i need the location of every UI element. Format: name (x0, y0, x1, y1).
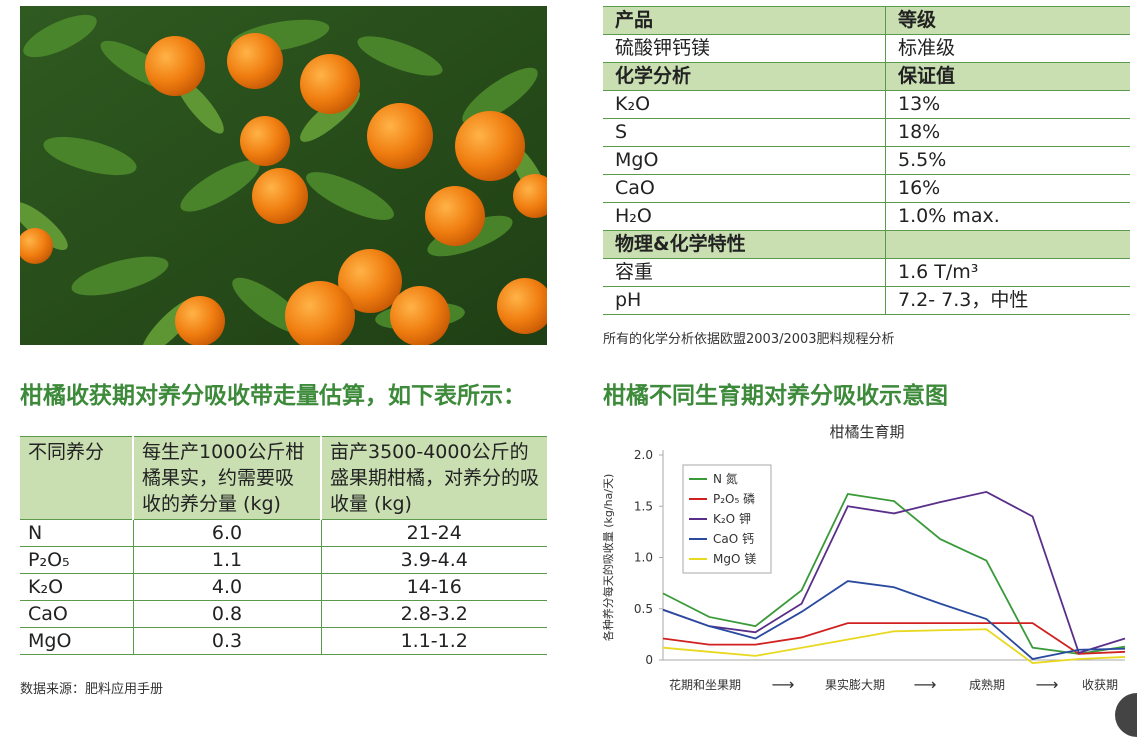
table-row: K₂O 4.0 14-16 (20, 573, 547, 601)
spec-row: MgO 5.5% (603, 146, 1130, 175)
spec-label: H₂O (603, 202, 886, 231)
table-cell: 14-16 (321, 573, 547, 601)
spec-row: S 18% (603, 118, 1130, 147)
table-row: CaO 0.8 2.8-3.2 (20, 600, 547, 628)
y-tick-label: 1.0 (634, 551, 653, 565)
stage-label: 成熟期 (969, 677, 1005, 692)
spec-value: 等级 (885, 6, 1130, 35)
stage-label: 果实膨大期 (825, 677, 885, 692)
table-cell: 1.1 (133, 546, 322, 574)
series-line-P₂O₅ 磷 (662, 622, 1126, 655)
spec-value: 保证值 (885, 62, 1130, 91)
table-cell: 0.3 (133, 627, 322, 655)
series-line-N 氮 (662, 492, 1126, 655)
table-cell: 3.9-4.4 (321, 546, 547, 574)
spec-label: 容重 (603, 258, 886, 287)
table-row: MgO 0.3 1.1-1.2 (20, 627, 547, 655)
spec-row: K₂O 13% (603, 90, 1130, 119)
legend-entry: K₂O 钾 (713, 512, 751, 526)
stage-arrow: ⟶ (772, 675, 795, 694)
y-tick-label: 0.5 (634, 602, 653, 616)
spec-label: pH (603, 286, 886, 315)
spec-row: 物理&化学特性 (603, 230, 1130, 259)
chart-title: 柑橘生育期 (829, 423, 904, 441)
spec-label: 化学分析 (603, 62, 886, 91)
spec-label: 硫酸钾钙镁 (603, 34, 886, 63)
spec-row: 容重 1.6 T/m³ (603, 258, 1130, 287)
table-cell: 2.8-3.2 (321, 600, 547, 628)
spec-value: 1.6 T/m³ (885, 258, 1130, 287)
spec-value: 标准级 (885, 34, 1130, 63)
spec-value (885, 230, 1130, 259)
table-cell: 6.0 (133, 519, 322, 547)
nutrient-removal-heading: 柑橘收获期对养分吸收带走量估算，如下表所示： (20, 383, 526, 409)
nutrient-removal-table: 不同养分 每生产1000公斤柑橘果实，约需要吸收的养分量 (kg) 亩产3500… (20, 436, 547, 655)
spec-value: 13% (885, 90, 1130, 119)
table-cell: 4.0 (133, 573, 322, 601)
series-line-K₂O 钾 (662, 490, 1126, 654)
y-tick-label: 0 (645, 653, 653, 667)
spec-note: 所有的化学分析依据欧盟2003/2003肥料规程分析 (603, 332, 895, 347)
y-tick-label: 1.5 (634, 499, 653, 513)
table-cell: P₂O₅ (20, 546, 134, 574)
legend-entry: CaO 钙 (713, 532, 754, 546)
spec-label: K₂O (603, 90, 886, 119)
spec-label: S (603, 118, 886, 147)
spec-row: 化学分析 保证值 (603, 62, 1130, 91)
spec-value: 5.5% (885, 146, 1130, 175)
spec-row: 产品 等级 (603, 6, 1130, 35)
stage-label: 收获期 (1082, 678, 1118, 692)
stage-arrow: ⟶ (1036, 675, 1059, 694)
legend-entry: N 氮 (713, 471, 738, 486)
spec-label: 物理&化学特性 (603, 230, 886, 259)
spec-row: CaO 16% (603, 174, 1130, 203)
table-cell: N (20, 519, 134, 547)
nutrient-uptake-chart: 柑橘生育期 0 0.5 1.0 1.5 2.0 各种养分每天的吸收量 (kg/ha/天) N … (601, 423, 1126, 694)
spec-row: H₂O 1.0% max. (603, 202, 1130, 231)
y-tick-label: 2.0 (634, 448, 653, 462)
spec-value: 16% (885, 174, 1130, 203)
legend-entry: MgO 镁 (713, 552, 756, 566)
table-cell: CaO (20, 600, 134, 628)
table-row: P₂O₅ 1.1 3.9-4.4 (20, 546, 547, 574)
stage-label: 花期和坐果期 (669, 677, 741, 692)
table-header-nutrient: 不同养分 (20, 436, 134, 520)
spec-label: 产品 (603, 6, 886, 35)
series-line-MgO 镁 (662, 628, 1126, 665)
table-cell: 21-24 (321, 519, 547, 547)
spec-row: pH 7.2- 7.3，中性 (603, 286, 1130, 315)
spec-label: CaO (603, 174, 886, 203)
table-cell: 0.8 (133, 600, 322, 628)
y-axis-label: 各种养分每天的吸收量 (kg/ha/天) (601, 474, 615, 642)
chart-heading: 柑橘不同生育期对养分吸收示意图 (603, 383, 948, 409)
legend-entry: P₂O₅ 磷 (713, 491, 755, 506)
stage-arrow: ⟶ (914, 675, 937, 694)
spec-value: 7.2- 7.3，中性 (885, 286, 1130, 315)
nutrient-table-note: 数据来源：肥料应用手册 (20, 682, 164, 697)
orange-tree-photo (20, 6, 547, 345)
series-line-CaO 钙 (662, 580, 1126, 660)
table-row: N 6.0 21-24 (20, 519, 547, 547)
table-cell: MgO (20, 627, 134, 655)
table-cell: K₂O (20, 573, 134, 601)
spec-value: 18% (885, 118, 1130, 147)
spec-value: 1.0% max. (885, 202, 1130, 231)
spec-label: MgO (603, 146, 886, 175)
table-header-per-mu: 亩产3500-4000公斤的盛果期柑橘，对养分的吸收量 (kg) (321, 436, 547, 520)
product-spec-table: 产品 等级 硫酸钾钙镁 标准级 化学分析 保证值 K₂O 13% S 18% MgO 5.5% CaO 1… (603, 6, 1130, 315)
table-cell: 1.1-1.2 (321, 627, 547, 655)
table-header-per-1000kg: 每生产1000公斤柑橘果实，约需要吸收的养分量 (kg) (133, 436, 322, 520)
spec-row: 硫酸钾钙镁 标准级 (603, 34, 1130, 63)
